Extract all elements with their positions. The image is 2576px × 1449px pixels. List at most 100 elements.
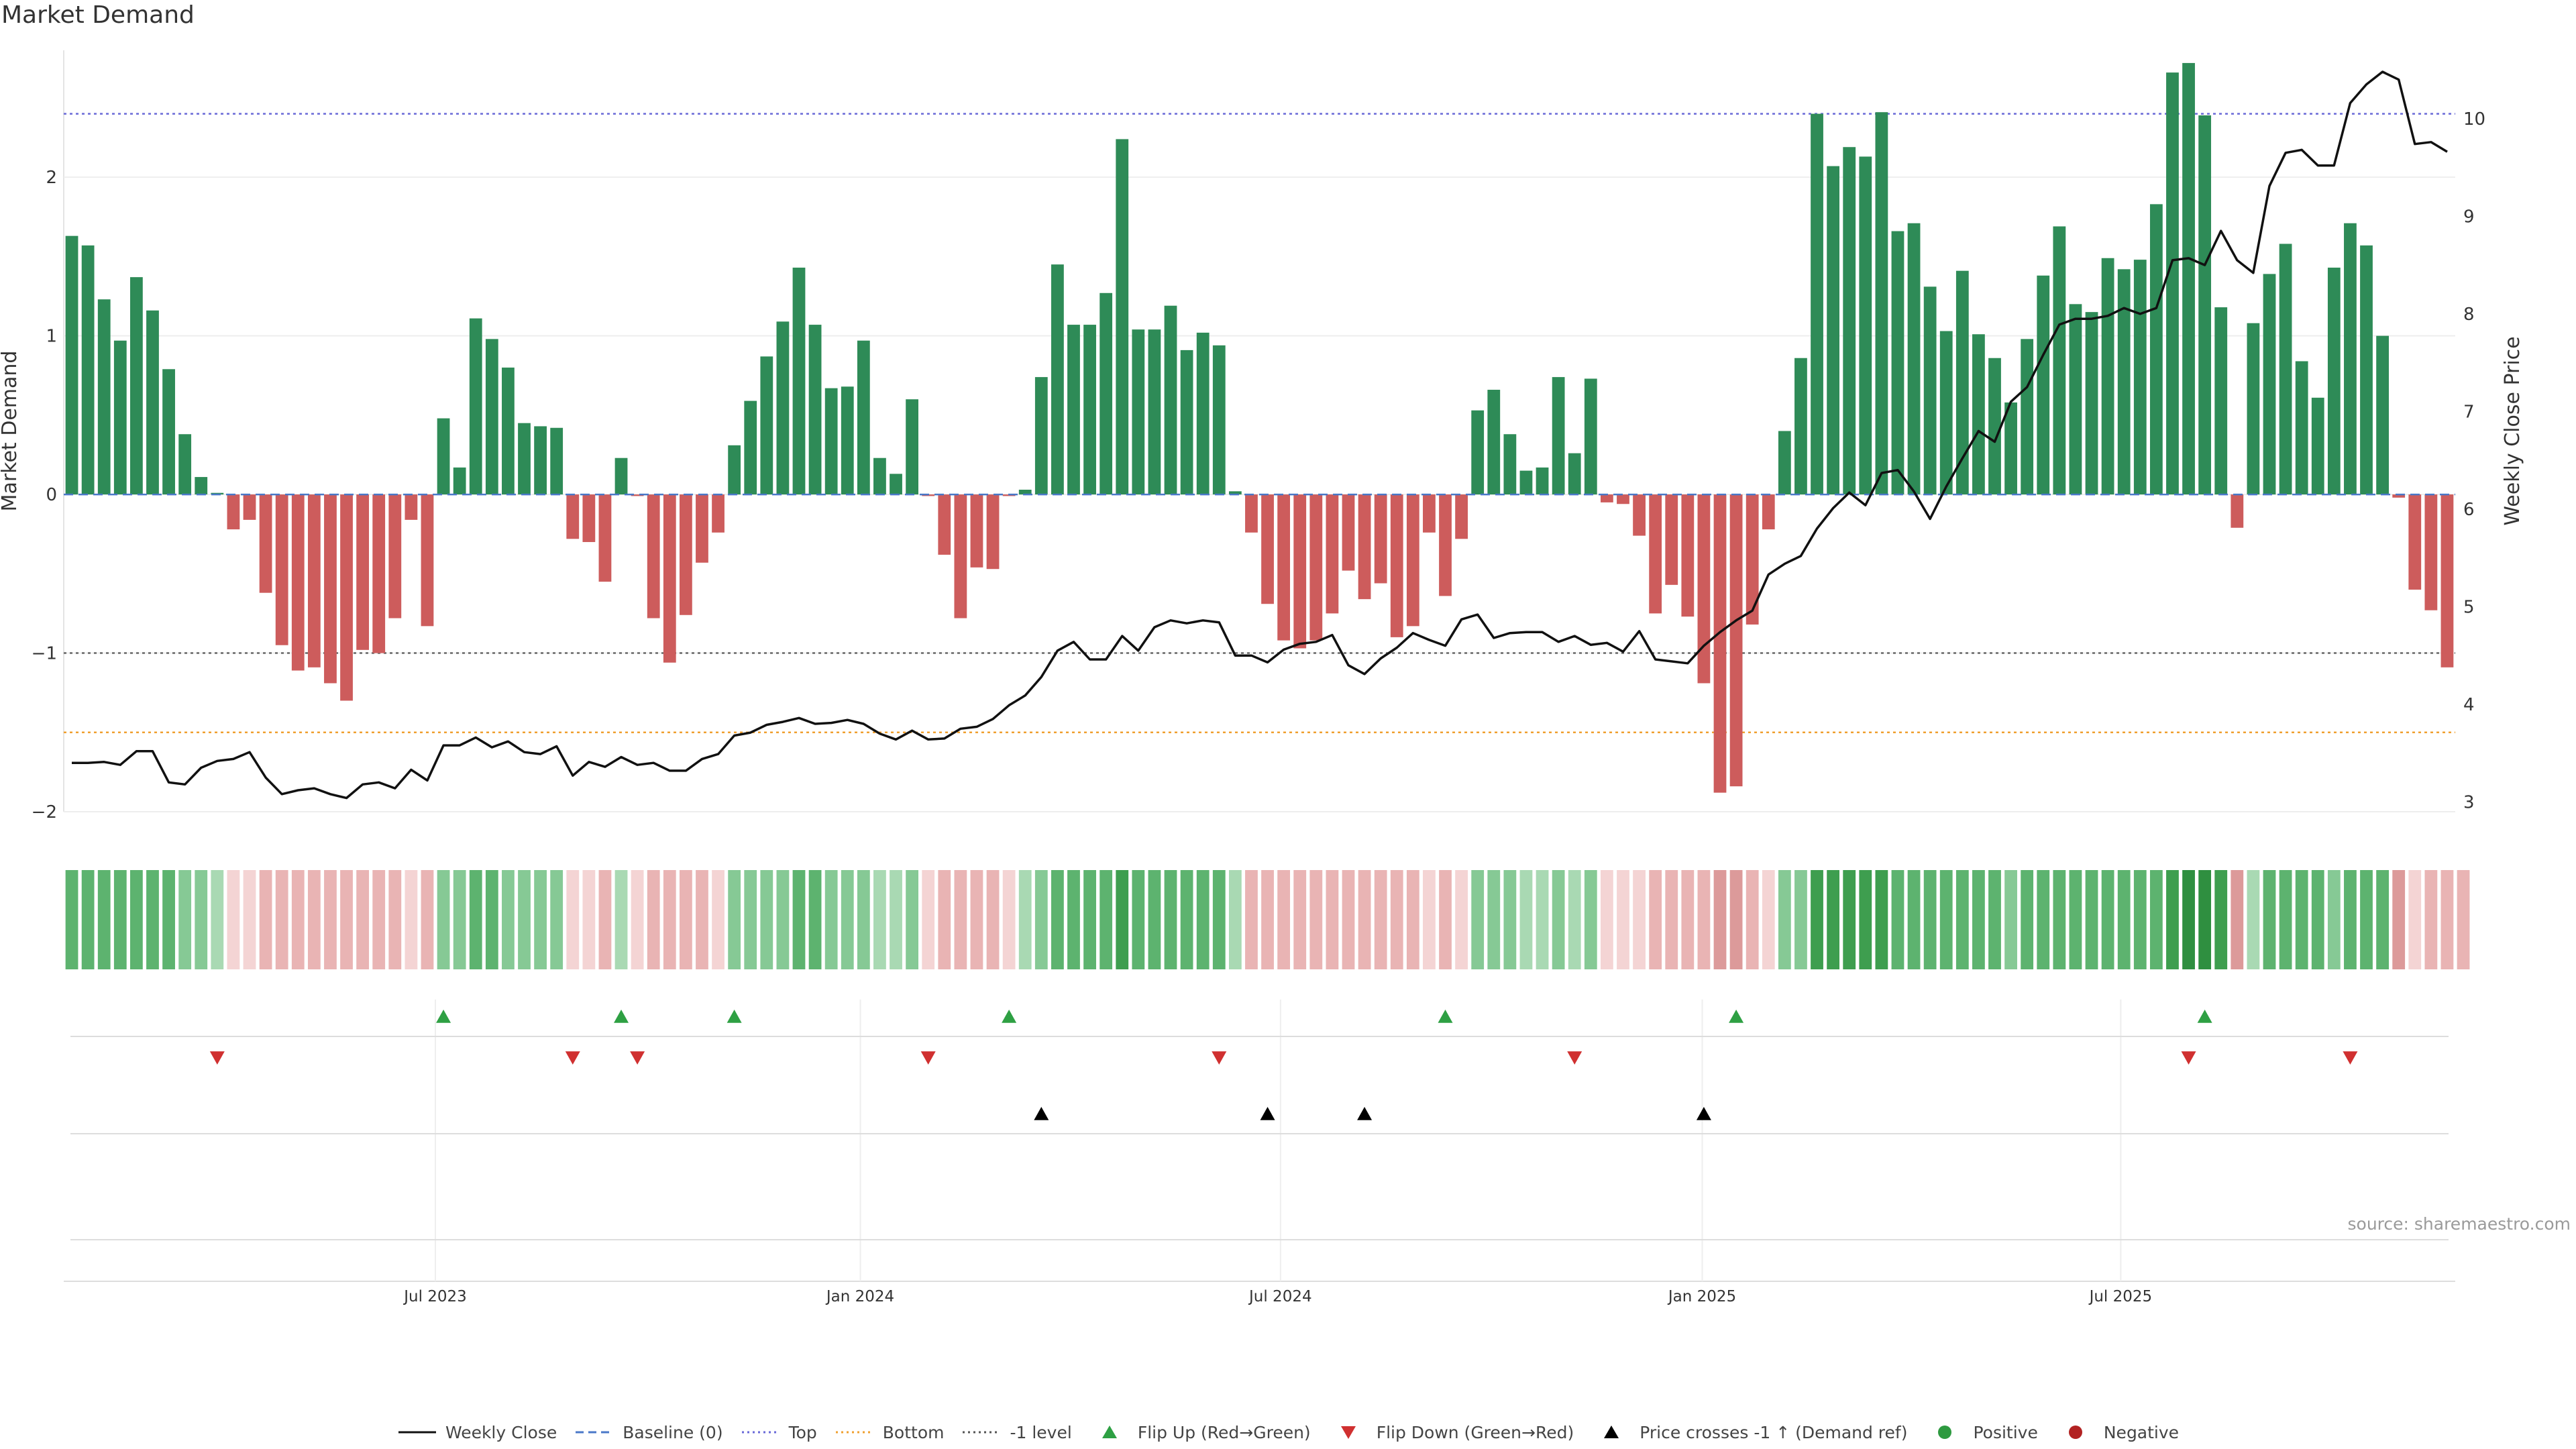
- heat-cell-negative: [2392, 870, 2406, 969]
- legend-symbol-tri-up: [1604, 1426, 1619, 1438]
- demand-bar-positive: [1923, 286, 1937, 495]
- demand-bar-negative: [324, 494, 337, 684]
- heat-cell-negative: [970, 870, 983, 969]
- heat-cell-positive: [1939, 870, 1953, 969]
- demand-bar-negative: [1390, 494, 1403, 637]
- heat-cell-positive: [195, 870, 208, 969]
- heat-cell-positive: [873, 870, 886, 969]
- heat-cell-negative: [1423, 870, 1436, 969]
- y-tick-label: −2: [32, 802, 57, 822]
- heat-cell-positive: [550, 870, 564, 969]
- demand-bar-positive: [2376, 335, 2389, 495]
- demand-bar-negative: [696, 494, 708, 563]
- demand-bar-positive: [469, 318, 482, 495]
- heat-cell-negative: [1342, 870, 1355, 969]
- demand-bar-positive: [614, 458, 628, 495]
- heat-cell-positive: [2037, 870, 2050, 969]
- heat-cell-positive: [728, 870, 741, 969]
- demand-bar-negative: [631, 494, 644, 496]
- demand-bar-positive: [2085, 312, 2098, 495]
- demand-bar-positive: [1988, 358, 2001, 495]
- heat-cell-positive: [760, 870, 773, 969]
- demand-bar-positive: [1794, 358, 1807, 495]
- heat-cell-negative: [1762, 870, 1775, 969]
- legend-symbol-line-dot: [835, 1431, 873, 1434]
- legend-symbol-line-dash: [576, 1431, 614, 1434]
- heat-cell-negative: [372, 870, 386, 969]
- legend-item: Bottom: [835, 1422, 944, 1442]
- demand-bar-negative: [938, 494, 951, 555]
- heat-cell-positive: [1955, 870, 1969, 969]
- heat-cell-positive: [1778, 870, 1791, 969]
- demand-bar-negative: [1713, 494, 1727, 793]
- flip-down-marker: [2181, 1051, 2196, 1065]
- heat-cell-positive: [1568, 870, 1581, 969]
- heat-cell-positive: [2182, 870, 2195, 969]
- heat-cell-positive: [130, 870, 143, 969]
- legend-symbol-tri-down: [1340, 1426, 1356, 1439]
- heat-cell-positive: [1196, 870, 1210, 969]
- y2-tick-label: 3: [2463, 792, 2475, 812]
- demand-bar-negative: [1600, 494, 1613, 502]
- flip-up-marker: [1438, 1010, 1453, 1023]
- demand-bar-positive: [1875, 112, 1888, 495]
- demand-bar-negative: [647, 494, 660, 619]
- demand-bar-negative: [275, 494, 288, 645]
- demand-bar-positive: [2311, 397, 2324, 495]
- demand-bar-positive: [2021, 339, 2034, 495]
- legend-item: Flip Down (Green→Red): [1328, 1422, 1574, 1442]
- demand-bar-negative: [1245, 494, 1258, 533]
- flip-up-marker: [2197, 1010, 2212, 1023]
- heat-cell-negative: [2424, 870, 2438, 969]
- demand-bar-positive: [534, 426, 547, 495]
- heat-cell-positive: [2311, 870, 2324, 969]
- demand-bar-positive: [2133, 260, 2147, 495]
- y2-tick-label: 7: [2463, 402, 2475, 422]
- heat-cell-negative: [1617, 870, 1629, 969]
- heat-cell-negative: [356, 870, 370, 969]
- demand-bar-negative: [1374, 494, 1387, 584]
- demand-bar-negative: [954, 494, 967, 619]
- flip-down-marker: [209, 1051, 225, 1065]
- demand-bar-positive: [195, 477, 208, 495]
- demand-bar-negative: [679, 494, 692, 615]
- heat-cell-positive: [1212, 870, 1226, 969]
- legend-label: Baseline (0): [623, 1422, 723, 1442]
- demand-bar-positive: [2214, 307, 2228, 495]
- demand-bar-negative: [1455, 494, 1468, 539]
- demand-bar-negative: [2440, 494, 2454, 667]
- heat-cell-negative: [1309, 870, 1323, 969]
- demand-bar-negative: [1309, 494, 1323, 641]
- price-cross-marker: [1034, 1107, 1049, 1120]
- demand-bar-negative: [388, 494, 402, 619]
- demand-bar-negative: [1423, 494, 1436, 533]
- heat-cell-positive: [1536, 870, 1549, 969]
- heat-cell-positive: [776, 870, 790, 969]
- price-cross-marker: [1260, 1107, 1275, 1120]
- demand-bar-positive: [1471, 410, 1485, 495]
- demand-bar-positive: [1584, 378, 1597, 495]
- heat-cell-positive: [1552, 870, 1565, 969]
- demand-bar-positive: [1519, 470, 1533, 495]
- heat-cell-negative: [307, 870, 321, 969]
- demand-bar-negative: [2231, 494, 2244, 528]
- heat-cell-negative: [1374, 870, 1387, 969]
- demand-bar-positive: [130, 277, 143, 495]
- demand-bar-negative: [1358, 494, 1371, 600]
- y-tick-label: −1: [32, 644, 57, 664]
- heat-cell-negative: [566, 870, 580, 969]
- demand-bar-positive: [1212, 345, 1226, 495]
- demand-bar-positive: [2279, 244, 2292, 495]
- demand-bar-negative: [243, 494, 256, 520]
- heat-cell-positive: [2327, 870, 2341, 969]
- demand-bar-positive: [1083, 325, 1096, 495]
- demand-bar-negative: [2424, 494, 2438, 610]
- demand-bar-positive: [1778, 431, 1791, 495]
- price-cross-marker: [1357, 1107, 1373, 1120]
- demand-bar-positive: [65, 235, 78, 495]
- demand-bar-positive: [146, 310, 159, 495]
- demand-bar-positive: [857, 340, 870, 495]
- y2-tick-label: 5: [2463, 597, 2475, 617]
- demand-bar-positive: [162, 369, 175, 495]
